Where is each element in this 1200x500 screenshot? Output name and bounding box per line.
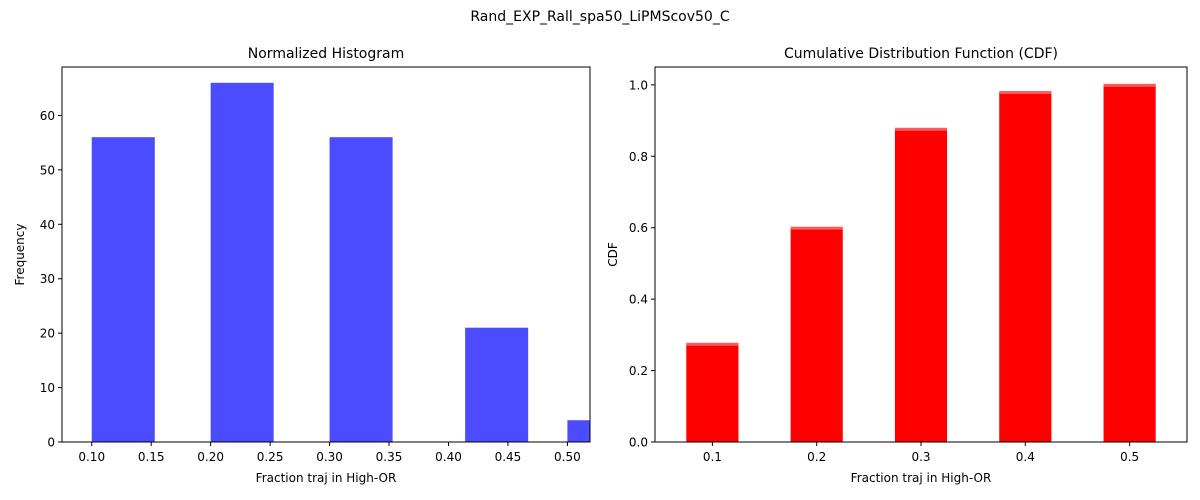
y-tick-label: 30: [40, 272, 55, 286]
cdf-chart: 0.1 0.2 0.3 0.4 0.5 0.0 0.2 0.4 0.6 0.8 1.0 Cumulat…: [606, 46, 1188, 485]
cdf-bar: [1103, 84, 1156, 442]
cdf-bar-edge: [894, 127, 948, 131]
cdf-bar-edge: [1103, 83, 1156, 87]
x-tick-label: 0.40: [435, 450, 462, 464]
y-tick-label: 50: [40, 163, 55, 177]
x-tick-label: 0.2: [807, 450, 826, 464]
x-tick-label: 0.3: [911, 450, 930, 464]
y-axis-label: Frequency: [13, 224, 27, 286]
x-tick-label: 0.15: [138, 450, 165, 464]
cdf-bar: [686, 343, 739, 442]
y-axis-label: CDF: [606, 242, 620, 267]
y-tick-label: 0.6: [629, 221, 648, 235]
y-tick-label: 0: [47, 436, 55, 450]
x-tick-label: 0.4: [1016, 450, 1035, 464]
histogram-bar: [465, 327, 529, 442]
x-tick-label: 0.30: [316, 450, 343, 464]
cdf-bar: [999, 92, 1052, 442]
x-tick-label: 0.5: [1120, 450, 1139, 464]
x-tick-label: 0.50: [554, 450, 581, 464]
cdf-bar: [894, 128, 948, 443]
y-tick-label: 20: [40, 327, 55, 341]
y-tick-label: 60: [40, 109, 55, 123]
x-tick-label: 0.45: [495, 450, 522, 464]
histogram-bar: [567, 420, 590, 442]
y-tick-label: 10: [40, 381, 55, 395]
chart-title: Normalized Histogram: [248, 46, 404, 62]
histogram-bar: [329, 137, 393, 442]
y-tick-label: 0.8: [629, 150, 648, 164]
y-tick-label: 1.0: [629, 78, 648, 92]
axes-frame: [61, 66, 591, 443]
cdf-bar: [790, 227, 843, 442]
x-axis-label: Fraction traj in High-OR: [256, 471, 397, 485]
histogram-bar: [91, 137, 155, 442]
y-tick-label: 0.4: [629, 293, 648, 307]
cdf-bar-edge: [999, 91, 1052, 94]
histogram-chart: 0.10 0.15 0.20 0.25 0.30 0.35 0.40 0.45 0.50 0 10 2…: [13, 46, 591, 485]
y-tick-label: 40: [40, 218, 55, 232]
x-tick-label: 0.20: [197, 450, 224, 464]
cdf-bar-edge: [686, 342, 739, 346]
chart-title: Cumulative Distribution Function (CDF): [784, 46, 1058, 62]
x-axis-label: Fraction traj in High-OR: [851, 471, 992, 485]
cdf-bar-edge: [790, 226, 843, 230]
y-tick-label: 0.0: [629, 436, 648, 450]
x-tick-label: 0.25: [257, 450, 284, 464]
histogram-bar: [210, 82, 274, 442]
x-tick-label: 0.1: [703, 450, 722, 464]
x-tick-label: 0.35: [376, 450, 403, 464]
x-tick-label: 0.10: [78, 450, 105, 464]
figure-suptitle: Rand_EXP_Rall_spa50_LiPMScov50_C: [470, 9, 729, 25]
y-tick-label: 0.2: [629, 364, 648, 378]
